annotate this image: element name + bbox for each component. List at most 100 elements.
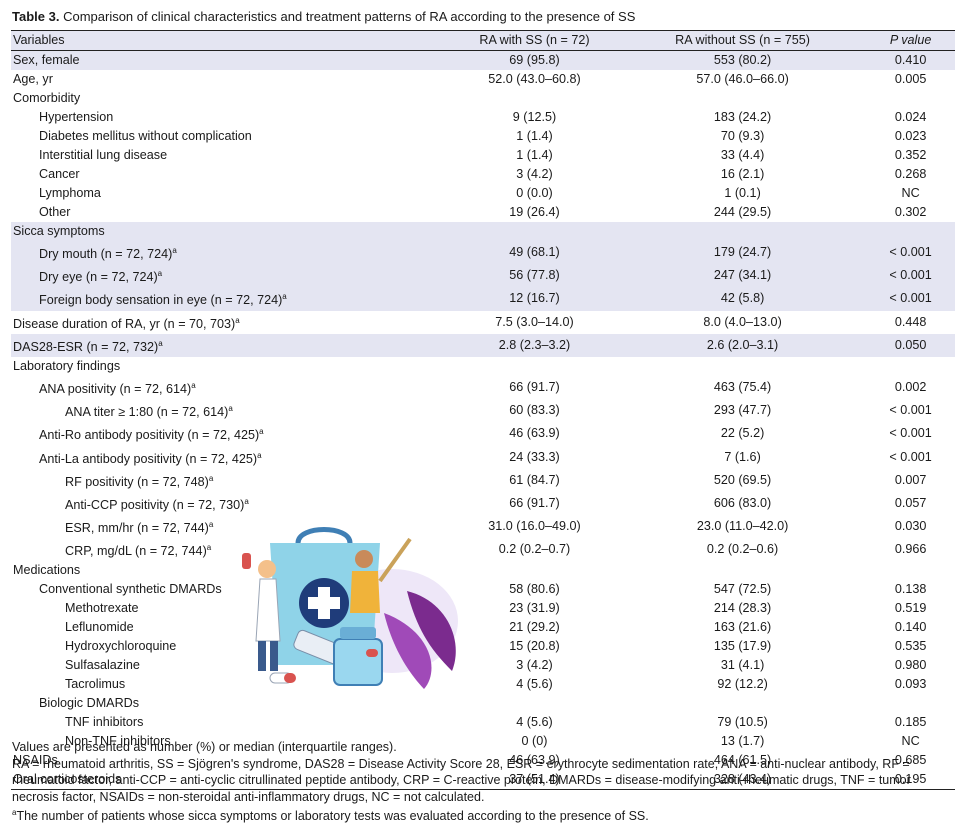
cell-with-ss: 0 (0): [521, 734, 548, 749]
cell-with-ss: 66 (91.7): [509, 380, 560, 395]
cell-p-value: 0.140: [894, 620, 927, 635]
table-notes: Values are presented as number (%) or me…: [12, 739, 956, 825]
table-row: ESR, mm/hr (n = 72, 744)a 31.0 (16.0–49.0…: [11, 515, 955, 538]
row-label: Hydroxychloroquine: [65, 639, 177, 654]
row-label: Sicca symptoms: [11, 222, 449, 241]
cell-without-ss: 520 (69.5): [713, 472, 772, 487]
table-row: Other 19 (26.4) 244 (29.5) 0.302: [11, 203, 955, 222]
cell-p-value: [864, 561, 955, 580]
table-row: TNF inhibitors 4 (5.6) 79 (10.5) 0.185: [11, 713, 955, 732]
cell-without-ss: [619, 89, 864, 108]
table-row: Lymphoma 0 (0.0) 1 (0.1) NC: [11, 184, 955, 203]
cell-p-value: 0.535: [894, 639, 927, 654]
row-label: Anti-La antibody positivity (n = 72, 425…: [39, 450, 262, 466]
cell-without-ss: 163 (21.6): [713, 620, 772, 635]
cell-without-ss: [619, 694, 864, 713]
cell-p-value: 0.023: [894, 129, 927, 143]
row-label: ANA positivity (n = 72, 614)a: [39, 380, 196, 397]
table-row: Sex, female 69 (95.8) 553 (80.2) 0.410: [11, 50, 955, 70]
row-label: NSAIDs: [13, 753, 58, 768]
cell-without-ss: 8.0 (4.0–13.0): [703, 314, 782, 329]
cell-p-value: 0.030: [894, 519, 927, 534]
cell-p-value: < 0.001: [864, 241, 955, 265]
cell-with-ss: 69 (95.8): [448, 50, 619, 70]
cell-without-ss: 42 (5.8): [618, 287, 865, 311]
cell-without-ss: 244 (29.5): [713, 205, 772, 219]
cell-with-ss: 0.2 (0.2–0.7): [498, 542, 571, 557]
cell-with-ss: 1 (1.4): [516, 129, 553, 143]
cell-without-ss: 57.0 (46.0–66.0): [696, 72, 789, 86]
table-row: DAS28-ESR (n = 72, 732)a 2.8 (2.3–3.2) 2.6…: [11, 333, 955, 357]
table-row: Anti-CCP positivity (n = 72, 730)a 66 (91…: [11, 492, 955, 515]
cell-p-value: < 0.001: [889, 426, 932, 441]
row-label: Laboratory findings: [13, 358, 121, 373]
cell-p-value: 0.093: [894, 677, 927, 692]
cell-without-ss: 328 (43.4): [618, 770, 865, 791]
row-label: Disease duration of RA, yr (n = 70, 703)…: [13, 315, 240, 331]
table-row: Non-TNF inhibitors 0 (0) 13 (1.7) NC: [11, 732, 955, 751]
cell-without-ss: 1 (0.1): [724, 186, 761, 200]
row-label: Leflunomide: [65, 620, 134, 635]
cell-p-value: 0.268: [894, 167, 927, 181]
cell-p-value: 0.410: [864, 50, 955, 70]
cell-without-ss: 293 (47.7): [713, 403, 772, 418]
cell-with-ss: [448, 222, 619, 241]
cell-with-ss: 31.0 (16.0–49.0): [488, 519, 581, 534]
table-row: Anti-La antibody positivity (n = 72, 425…: [11, 446, 955, 469]
row-label: CRP, mg/dL (n = 72, 744)a: [65, 543, 212, 559]
cell-without-ss: 22 (5.2): [720, 426, 765, 441]
row-label: Hypertension: [39, 110, 114, 124]
table-row: CRP, mg/dL (n = 72, 744)a 0.2 (0.2–0.7) 0.…: [11, 538, 955, 561]
results-table: Variables RA with SS (n = 72) RA without…: [11, 30, 955, 791]
cell-with-ss: [448, 694, 619, 713]
row-label: Conventional synthetic DMARDs: [39, 582, 222, 597]
table-row: Dry eye (n = 72, 724)a 56 (77.8) 247 (34.1…: [11, 264, 955, 288]
cell-with-ss: 19 (26.4): [509, 205, 560, 219]
cell-p-value: NC: [901, 186, 920, 200]
cell-without-ss: 79 (10.5): [717, 715, 768, 730]
table-row: Laboratory findings: [11, 357, 955, 376]
row-label: Oral corticosteroids: [11, 770, 449, 791]
cell-p-value: 0.685: [894, 753, 927, 768]
cell-p-value: 0.302: [894, 205, 927, 219]
cell-with-ss: 46 (63.9): [509, 426, 560, 441]
row-label: Comorbidity: [13, 91, 81, 105]
table-row: Hydroxychloroquine 15 (20.8) 135 (17.9) 0.5…: [11, 637, 955, 656]
cell-without-ss: 23.0 (11.0–42.0): [696, 519, 789, 534]
cell-p-value: NC: [901, 734, 920, 749]
table-row: Foreign body sensation in eye (n = 72, 7…: [11, 287, 955, 311]
cell-with-ss: [448, 561, 619, 580]
cell-p-value: [864, 694, 955, 713]
cell-p-value: 0.195: [864, 770, 955, 791]
table-row: Conventional synthetic DMARDs 58 (80.6) 54…: [11, 580, 955, 599]
note-values: Values are presented as number (%) or me…: [12, 740, 397, 754]
cell-p-value: < 0.001: [889, 403, 932, 418]
cell-without-ss: 13 (1.7): [720, 734, 765, 749]
row-label: DAS28-ESR (n = 72, 732)a: [11, 333, 449, 357]
cell-without-ss: 606 (83.0): [713, 495, 772, 510]
table-row: Interstitial lung disease 1 (1.4) 33 (4.4)…: [11, 146, 955, 165]
cell-p-value: 0.138: [894, 582, 927, 597]
cell-p-value: 0.024: [894, 110, 927, 124]
table-row: Disease duration of RA, yr (n = 70, 703)…: [11, 311, 955, 334]
table-row: Age, yr 52.0 (43.0–60.8) 57.0 (46.0–66.0) 0…: [11, 70, 955, 89]
cell-without-ss: 7 (1.6): [724, 449, 761, 464]
cell-with-ss: 7.5 (3.0–14.0): [495, 314, 574, 329]
cell-p-value: 0.002: [894, 380, 927, 395]
cell-with-ss: 66 (91.7): [509, 495, 560, 510]
row-label: Methotrexate: [65, 601, 139, 616]
table-row: ANA positivity (n = 72, 614)a 66 (91.7) 46…: [11, 376, 955, 399]
cell-without-ss: 33 (4.4): [720, 148, 765, 162]
note-abbreviations: RA = rheumatoid arthritis, SS = Sjögren'…: [12, 756, 911, 804]
cell-p-value: < 0.001: [864, 287, 955, 311]
cell-with-ss: 56 (77.8): [448, 264, 619, 288]
table-row: Methotrexate 23 (31.9) 214 (28.3) 0.519: [11, 599, 955, 618]
cell-with-ss: 24 (33.3): [509, 449, 560, 464]
row-label: Medications: [13, 563, 81, 578]
table-row: Sulfasalazine 3 (4.2) 31 (4.1) 0.980: [11, 656, 955, 675]
cell-without-ss: 247 (34.1): [618, 264, 865, 288]
cell-with-ss: 21 (29.2): [509, 620, 560, 635]
row-label: TNF inhibitors: [65, 715, 144, 730]
table-row: Anti-Ro antibody positivity (n = 72, 425…: [11, 422, 955, 445]
cell-with-ss: 49 (68.1): [448, 241, 619, 265]
